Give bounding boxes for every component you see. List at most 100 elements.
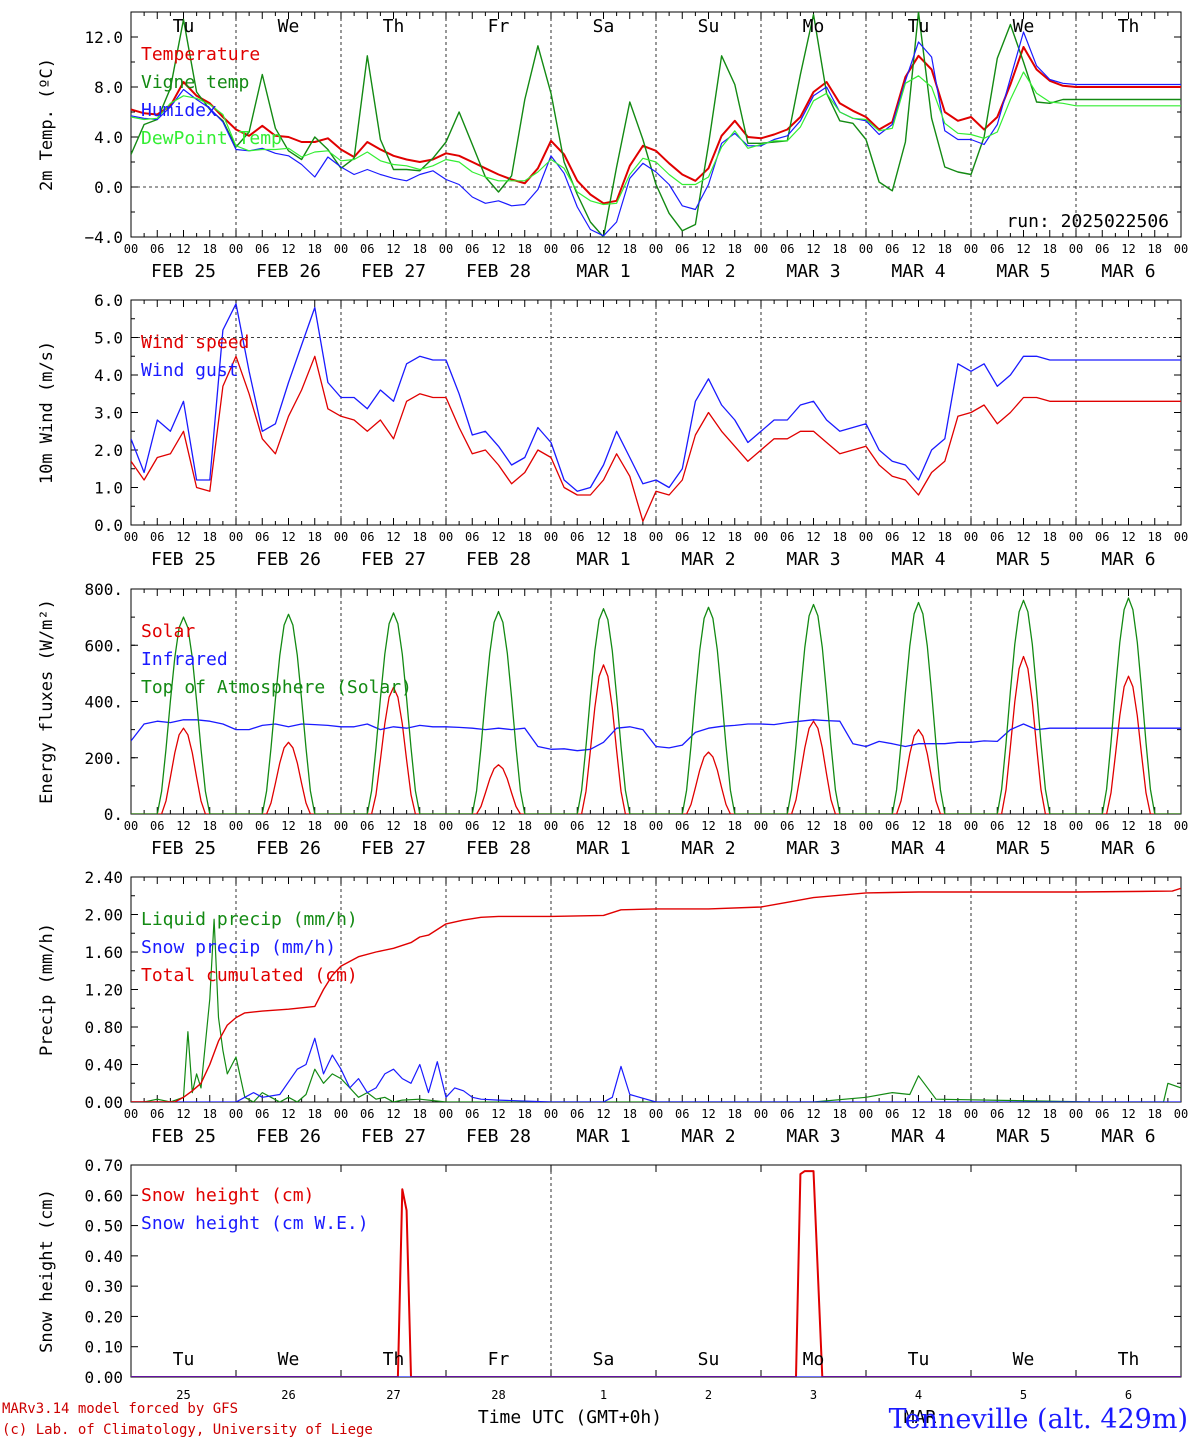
hour-label: 12 xyxy=(491,530,505,544)
y-tick-label: 0.70 xyxy=(84,1156,123,1175)
y-tick-label: 800. xyxy=(84,580,123,599)
hour-label: 12 xyxy=(596,1107,610,1121)
y-axis-label: Precip (mm/h) xyxy=(37,923,57,1056)
hour-label: 06 xyxy=(465,530,479,544)
date-label: FEB 27 xyxy=(361,261,426,282)
legend-entry: Infrared xyxy=(141,649,228,670)
hour-label: 18 xyxy=(833,1107,847,1121)
day-of-week-label: We xyxy=(278,1349,300,1370)
series-line-humidex xyxy=(131,31,1181,237)
date-number-label: 6 xyxy=(1125,1388,1132,1402)
date-number-label: 2 xyxy=(705,1388,712,1402)
day-of-week-label: Th xyxy=(383,16,405,37)
hour-label: 18 xyxy=(518,530,532,544)
hour-label: 18 xyxy=(1148,819,1162,833)
date-label: FEB 26 xyxy=(256,1126,321,1147)
hour-label: 06 xyxy=(255,242,269,256)
date-number-label: 1 xyxy=(600,1388,607,1402)
hour-label: 12 xyxy=(281,819,295,833)
y-tick-label: 600. xyxy=(84,636,123,655)
hour-label: 18 xyxy=(203,242,217,256)
legend-entry: Humidex xyxy=(141,100,217,121)
date-number-label: 5 xyxy=(1020,1388,1027,1402)
y-tick-label: 1.60 xyxy=(84,943,123,962)
hour-label: 00 xyxy=(334,1107,348,1121)
hour-label: 00 xyxy=(964,1107,978,1121)
panel-1: 00 06 12 18 FEB 25 00 06 12 18 FEB 26 00 06 12 18 FEB … xyxy=(37,11,1188,282)
hour-label: 12 xyxy=(1121,819,1135,833)
day-of-week-label: Fr xyxy=(488,1349,510,1370)
hour-label: 06 xyxy=(675,530,689,544)
hour-label: 00 xyxy=(334,530,348,544)
y-tick-label: 1.0 xyxy=(94,479,123,498)
series-line-wind-gust xyxy=(131,303,1181,492)
hour-label: 06 xyxy=(570,1107,584,1121)
day-of-week-label: Mo xyxy=(803,16,825,37)
hour-label: 00 xyxy=(229,819,243,833)
run-label: run: 2025022506 xyxy=(1006,211,1169,232)
hour-label: 12 xyxy=(176,242,190,256)
hour-label: 18 xyxy=(203,530,217,544)
series-group xyxy=(131,303,1181,522)
hour-label: 06 xyxy=(885,819,899,833)
y-tick-label: 3.0 xyxy=(94,404,123,423)
hour-label: 18 xyxy=(728,819,742,833)
hour-label: 06 xyxy=(360,819,374,833)
y-tick-label: 0.30 xyxy=(84,1277,123,1296)
hour-label: 06 xyxy=(780,530,794,544)
day-of-week-label: Mo xyxy=(803,1349,825,1370)
series-group xyxy=(131,597,1181,814)
hour-label: 00 xyxy=(754,1107,768,1121)
date-label: MAR 3 xyxy=(786,1126,840,1147)
day-of-week-label: Tu xyxy=(908,16,930,37)
day-of-week-label: Th xyxy=(1118,1349,1140,1370)
hour-label: 00 xyxy=(544,819,558,833)
hour-label: 06 xyxy=(360,1107,374,1121)
hour-label: 06 xyxy=(360,530,374,544)
day-of-week-label: We xyxy=(1013,1349,1035,1370)
y-tick-label: 8.0 xyxy=(94,78,123,97)
legend-entry: Snow height (cm W.E.) xyxy=(141,1213,369,1234)
date-label: FEB 28 xyxy=(466,838,531,859)
hour-label: 12 xyxy=(1121,1107,1135,1121)
y-tick-label: 12.0 xyxy=(84,28,123,47)
hour-label: 00 xyxy=(1174,1107,1188,1121)
date-label: MAR 3 xyxy=(786,838,840,859)
day-of-week-label: Tu xyxy=(173,1349,195,1370)
hour-label: 06 xyxy=(990,819,1004,833)
date-label: FEB 26 xyxy=(256,549,321,570)
hour-label: 06 xyxy=(990,530,1004,544)
hour-label: 00 xyxy=(1069,1107,1083,1121)
hour-label: 12 xyxy=(806,819,820,833)
date-label: MAR 4 xyxy=(891,1126,945,1147)
hour-label: 18 xyxy=(413,530,427,544)
hour-label: 06 xyxy=(675,242,689,256)
day-of-week-label: We xyxy=(1013,16,1035,37)
plot-frame xyxy=(130,588,1182,815)
hour-label: 06 xyxy=(150,530,164,544)
hour-label: 00 xyxy=(1174,530,1188,544)
lab-credit: (c) Lab. of Climatology, University of L… xyxy=(2,1422,373,1438)
y-axis-label: 10m Wind (m/s) xyxy=(37,341,57,484)
date-label: MAR 1 xyxy=(576,838,630,859)
hour-label: 12 xyxy=(596,819,610,833)
hour-label: 12 xyxy=(281,530,295,544)
hour-label: 00 xyxy=(439,1107,453,1121)
date-label: FEB 25 xyxy=(151,261,216,282)
day-of-week-label: Tu xyxy=(173,16,195,37)
hour-label: 18 xyxy=(938,242,952,256)
y-tick-label: 6.0 xyxy=(94,291,123,310)
hour-label: 00 xyxy=(229,1107,243,1121)
legend-entry: Snow height (cm) xyxy=(141,1185,314,1206)
station-name: Tenneville (alt. 429m) xyxy=(889,1404,1188,1435)
hour-label: 12 xyxy=(281,1107,295,1121)
y-tick-label: 0.10 xyxy=(84,1338,123,1357)
date-label: FEB 25 xyxy=(151,1126,216,1147)
hour-label: 18 xyxy=(1148,1107,1162,1121)
hour-label: 06 xyxy=(465,819,479,833)
hour-label: 12 xyxy=(1016,530,1030,544)
hour-label: 06 xyxy=(990,242,1004,256)
hour-label: 06 xyxy=(570,242,584,256)
date-label: FEB 27 xyxy=(361,1126,426,1147)
date-label: FEB 28 xyxy=(466,261,531,282)
